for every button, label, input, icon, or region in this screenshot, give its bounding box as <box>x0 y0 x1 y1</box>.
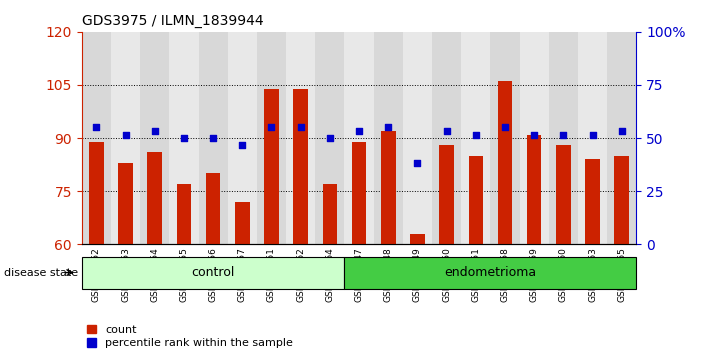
Bar <box>294 88 308 244</box>
Bar <box>469 156 483 244</box>
Bar <box>549 32 578 244</box>
Point <box>528 132 540 137</box>
Point <box>587 132 598 137</box>
Text: endometrioma: endometrioma <box>444 266 537 279</box>
Bar <box>228 32 257 244</box>
Bar <box>82 257 344 289</box>
Point <box>120 132 132 137</box>
Bar <box>432 32 461 244</box>
Bar <box>498 81 513 244</box>
Bar <box>257 32 286 244</box>
Bar <box>111 32 140 244</box>
Bar <box>235 202 250 244</box>
Point <box>324 135 336 141</box>
Legend: count, percentile rank within the sample: count, percentile rank within the sample <box>87 325 293 348</box>
Point <box>499 125 510 130</box>
Bar <box>374 32 403 244</box>
Point <box>470 132 481 137</box>
Text: control: control <box>191 266 235 279</box>
Bar <box>264 88 279 244</box>
Point <box>441 128 452 134</box>
Bar <box>491 32 520 244</box>
Bar <box>344 257 636 289</box>
Bar <box>585 159 600 244</box>
Point <box>412 160 423 166</box>
Point <box>178 135 190 141</box>
Bar <box>556 145 571 244</box>
Point <box>149 128 161 134</box>
Bar <box>147 152 162 244</box>
Bar <box>198 32 228 244</box>
Point <box>557 132 569 137</box>
Bar <box>381 131 395 244</box>
Bar <box>578 32 607 244</box>
Bar <box>169 32 198 244</box>
Bar <box>614 156 629 244</box>
Bar <box>176 184 191 244</box>
Point <box>208 135 219 141</box>
Bar <box>315 32 344 244</box>
Point <box>616 128 627 134</box>
Bar <box>527 135 542 244</box>
Point <box>295 125 306 130</box>
Point <box>383 125 394 130</box>
Bar <box>82 32 111 244</box>
Bar <box>344 32 374 244</box>
Bar <box>323 184 337 244</box>
Bar <box>140 32 169 244</box>
Point <box>91 125 102 130</box>
Point <box>266 125 277 130</box>
Bar <box>286 32 315 244</box>
Bar <box>403 32 432 244</box>
Bar <box>520 32 549 244</box>
Bar <box>461 32 491 244</box>
Bar <box>410 234 424 244</box>
Point <box>237 142 248 148</box>
Bar <box>352 142 366 244</box>
Bar <box>607 32 636 244</box>
Bar <box>89 142 104 244</box>
Bar <box>439 145 454 244</box>
Bar <box>205 173 220 244</box>
Text: GDS3975 / ILMN_1839944: GDS3975 / ILMN_1839944 <box>82 14 263 28</box>
Point <box>353 128 365 134</box>
Bar <box>118 163 133 244</box>
Text: disease state: disease state <box>4 268 77 278</box>
